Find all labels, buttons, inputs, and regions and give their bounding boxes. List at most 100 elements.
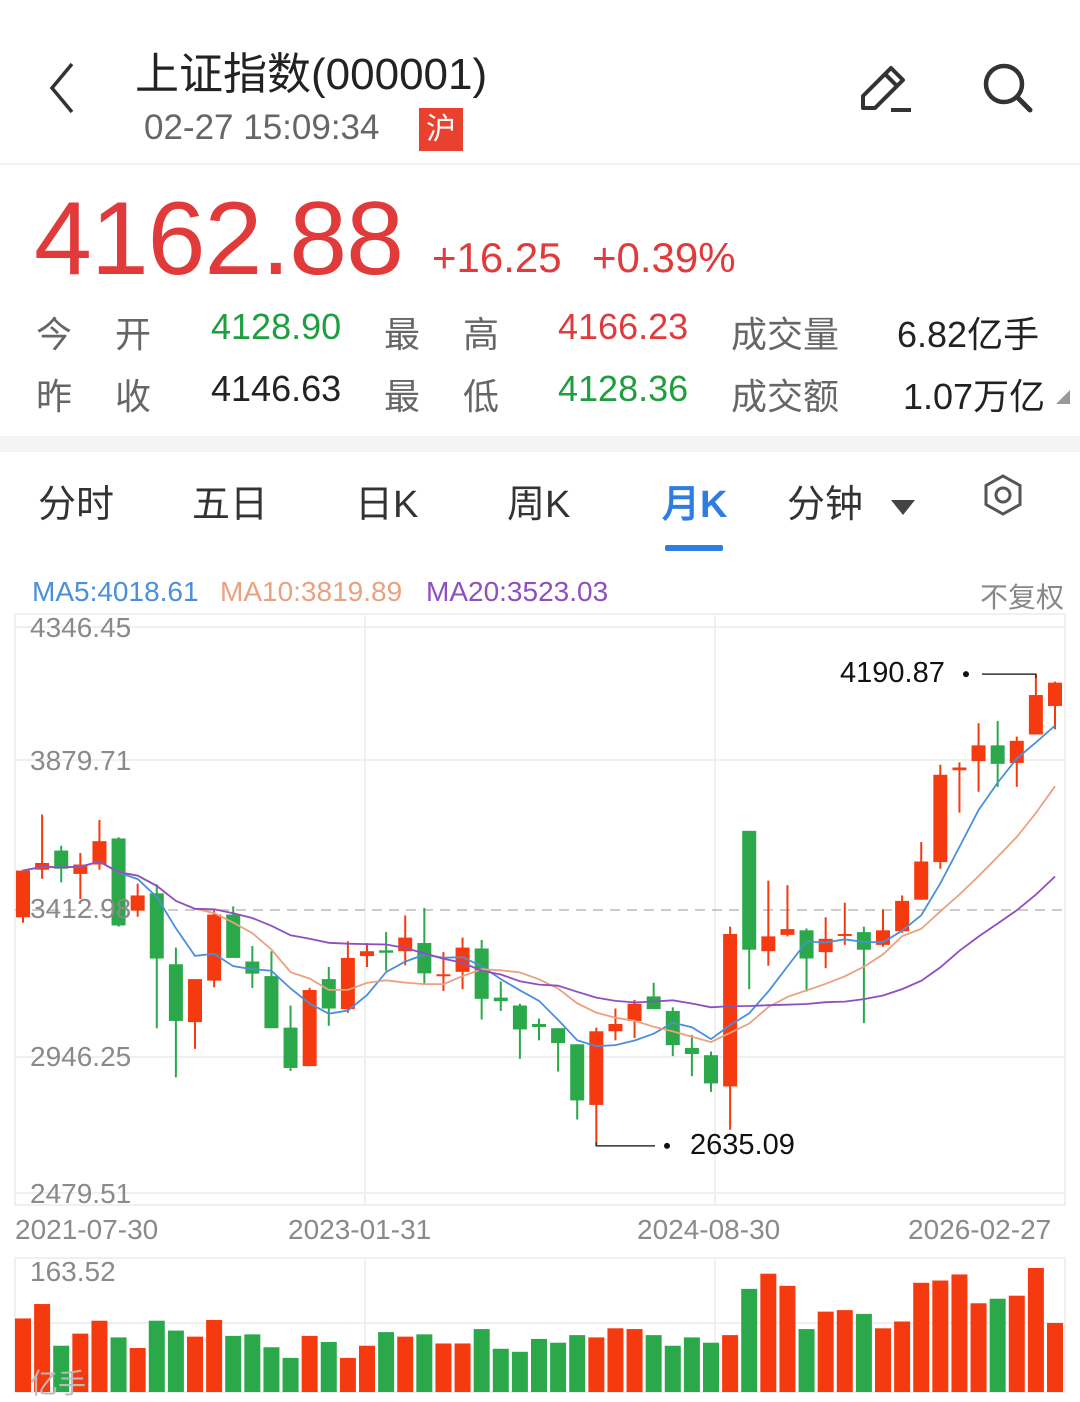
volume-bar [1047, 1322, 1063, 1392]
candle-body [914, 861, 929, 900]
back-chevron-icon [49, 62, 74, 114]
candle-body [16, 870, 30, 918]
volume-bar [760, 1273, 777, 1392]
volume-bar [511, 1351, 528, 1392]
candle-body [188, 979, 202, 1023]
volume-bar [531, 1338, 547, 1392]
candle-body [933, 774, 948, 863]
candle-body [474, 948, 489, 999]
tab-weekly-k[interactable]: 周K [507, 484, 571, 526]
candle-body [512, 1005, 527, 1030]
candle-body [684, 1047, 699, 1054]
candle-body [360, 951, 374, 957]
price-axis-label: 3412.98 [30, 893, 132, 924]
candle-body [245, 961, 260, 974]
section-separator [0, 436, 1080, 452]
volume-bar [492, 1348, 509, 1392]
low-label-b: 低 [463, 376, 500, 417]
turnover-value: 1.07万亿 [903, 376, 1046, 417]
candle-body [207, 914, 222, 981]
volume-bar [129, 1348, 146, 1392]
volume-bar [1027, 1268, 1044, 1392]
volume-bar [91, 1320, 108, 1392]
volume-bar [225, 1335, 242, 1392]
prev-close-label-b: 收 [115, 376, 152, 417]
volume-bar [741, 1288, 758, 1392]
volume-bar [607, 1328, 624, 1392]
tab-daily-k[interactable]: 日K [355, 484, 419, 526]
price-axis-label: 2479.51 [30, 1178, 132, 1209]
prev-close-label-a: 昨 [36, 376, 73, 417]
tab-intraday[interactable]: 分时 [38, 484, 115, 526]
candle-body [627, 1003, 642, 1021]
tab-minute[interactable]: 分钟 [787, 473, 916, 528]
date-axis-label: 2023-01-31 [288, 1214, 432, 1245]
settings-hexagon-icon [984, 474, 1022, 516]
candle-body [130, 895, 145, 911]
candle-body [398, 937, 413, 952]
candle-body [455, 947, 470, 972]
high-marker-dot [963, 671, 969, 678]
volume-bar [263, 1347, 280, 1392]
search-button[interactable] [980, 60, 1036, 116]
low-label-a: 最 [384, 376, 421, 417]
candle-body [54, 850, 69, 869]
header-divider [0, 163, 1080, 165]
volume-frame [14, 1257, 1066, 1393]
candle-body [665, 1010, 680, 1046]
volume-bar [454, 1343, 471, 1392]
volume-bar [855, 1313, 872, 1392]
volume-bar [550, 1342, 567, 1392]
volume-bar [378, 1332, 395, 1392]
low-value: 4128.36 [558, 368, 689, 409]
volume-unit: 亿手 [30, 1368, 87, 1399]
candle-body [149, 893, 164, 959]
high-marker-line [982, 673, 1037, 679]
volume-bar [282, 1357, 299, 1392]
volume-bar [244, 1334, 261, 1392]
volume-bar [588, 1337, 605, 1392]
candle-body [895, 900, 910, 932]
volume-bar [932, 1280, 949, 1392]
ma20-legend: MA20:3523.03 [426, 576, 609, 607]
adjust-mode-button[interactable]: 不复权 [980, 582, 1065, 613]
candle-body [226, 914, 241, 958]
candle-body [780, 929, 795, 935]
last-price: 4162.88 [34, 181, 404, 297]
chart-settings-button[interactable] [982, 474, 1024, 516]
tab-monthly-k[interactable]: 月K [662, 484, 728, 526]
candle-body [818, 938, 833, 953]
quote-time: 02-27 15:09:34 [144, 108, 380, 147]
candle-body [493, 997, 508, 1002]
candle-body [35, 863, 50, 870]
volume-label: 成交量 [731, 314, 840, 355]
back-button[interactable] [40, 58, 86, 118]
candle-body [704, 1055, 718, 1084]
volume-bar [187, 1336, 203, 1392]
high-label-b: 高 [463, 314, 500, 355]
high-label-a: 最 [384, 314, 421, 355]
price-axis-label: 3879.71 [30, 745, 132, 776]
volume-bar [110, 1337, 127, 1392]
low-marker-line [595, 1141, 655, 1147]
expand-corner-icon[interactable] [1056, 390, 1070, 404]
volume-bar [645, 1335, 662, 1392]
prev-close-value: 4146.63 [211, 368, 342, 409]
volume-bar [1008, 1295, 1025, 1392]
candle-body [589, 1031, 604, 1105]
low-marker-dot [664, 1142, 670, 1149]
volume-bar [989, 1298, 1006, 1392]
tab-five-day[interactable]: 五日 [192, 484, 269, 526]
tab-minute-label: 分钟 [787, 484, 864, 526]
candle-body [1048, 682, 1062, 706]
volume-bar [569, 1335, 586, 1392]
price-change-pct: +0.39% [592, 234, 736, 281]
edit-button[interactable] [855, 58, 915, 118]
volume-bar [15, 1318, 31, 1392]
volume-bar [301, 1335, 318, 1392]
candle-body [379, 950, 394, 953]
volume-bar [397, 1336, 414, 1392]
date-axis-label: 2024-08-30 [637, 1214, 781, 1245]
candle-body [856, 932, 871, 950]
candle-body [340, 957, 355, 1010]
